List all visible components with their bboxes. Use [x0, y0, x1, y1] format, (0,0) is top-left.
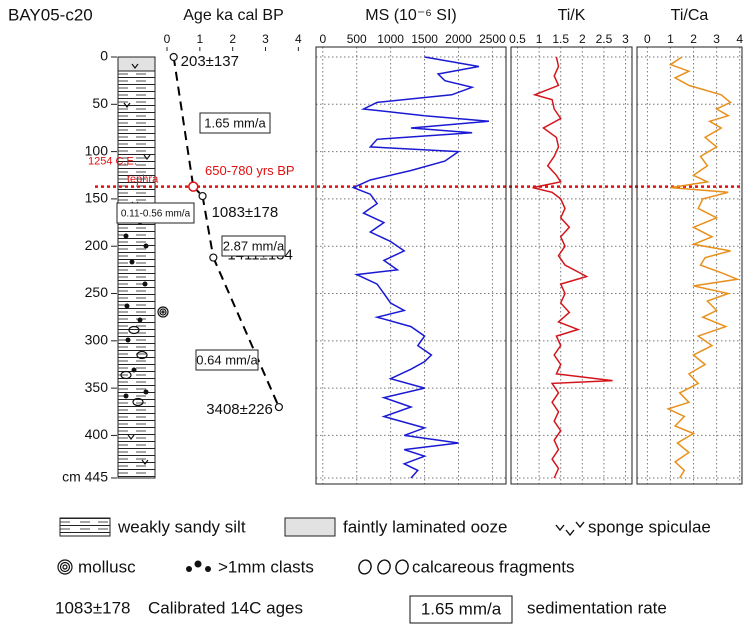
data-line	[532, 56, 613, 479]
x-tick-label: 4	[736, 32, 743, 46]
y-tick-label: 400	[85, 426, 109, 442]
x-tick-label: 1500	[411, 32, 438, 46]
x-tick-label: 2	[579, 32, 586, 46]
age-point	[198, 191, 207, 201]
x-tick-label: 2	[690, 32, 697, 46]
legend-label: Calibrated 14C ages	[148, 598, 303, 617]
legend: weakly sandy silt faintly laminated ooze…	[55, 517, 711, 624]
rate-box	[199, 112, 271, 134]
x-tick-label: 2	[229, 32, 236, 46]
data-line	[351, 56, 490, 479]
age-model-segment	[201, 195, 215, 258]
panel-title: MS (10⁻⁶ SI)	[365, 7, 457, 24]
x-tick-label: 0	[644, 32, 651, 46]
rate-label: 0.11-0.56 mm/a	[121, 209, 191, 220]
rate-label: 1.65 mm/a	[204, 115, 266, 130]
y-tick-label: 100	[85, 142, 109, 158]
tephra-kind: tephra	[127, 174, 159, 186]
rate-box	[116, 202, 195, 224]
x-tick-label: 3	[622, 32, 629, 46]
legend-example: 1083±178	[55, 598, 131, 617]
x-tick-label: 3	[262, 32, 269, 46]
x-tick-label: 1.5	[552, 32, 569, 46]
core-name: BAY05-c20	[8, 5, 93, 24]
legend-label: sedimentation rate	[527, 598, 667, 617]
y-tick-label: cm 445	[62, 469, 108, 485]
panel-title: Age ka cal BP	[183, 7, 284, 24]
x-tick-label: 500	[347, 32, 367, 46]
y-tick-label: 350	[85, 379, 109, 395]
age-point	[274, 402, 284, 412]
age-model-segment	[172, 56, 195, 187]
y-tick-label: 200	[85, 237, 109, 253]
tephra-name: 1254 C.E.	[88, 156, 137, 168]
age-point	[169, 52, 178, 62]
panel-frame	[315, 46, 507, 485]
legend-label: faintly laminated ooze	[343, 517, 507, 536]
y-tick-label: 250	[85, 284, 109, 300]
legend-label: mollusc	[78, 557, 136, 576]
panel-title: Ti/K	[558, 7, 586, 24]
lithology-column	[117, 56, 169, 479]
rate-box	[195, 349, 259, 371]
x-tick-label: 0	[319, 32, 326, 46]
panel-frame	[636, 46, 743, 485]
x-tick-label: 1	[667, 32, 674, 46]
x-tick-label: 1	[196, 32, 203, 46]
age-point	[209, 253, 218, 262]
age-label: 3408±226	[206, 401, 273, 418]
data-line	[666, 56, 741, 479]
panel-frame	[510, 46, 633, 485]
legend-label: >1mm clasts	[218, 557, 314, 576]
x-tick-label: 2500	[479, 32, 506, 46]
x-tick-label: 0.5	[509, 32, 526, 46]
x-tick-label: 3	[713, 32, 720, 46]
age-label: 203±137	[181, 53, 239, 70]
y-tick-label: 0	[100, 48, 108, 64]
legend-label: weakly sandy silt	[117, 517, 246, 536]
rate-label: 2.87 mm/a	[223, 238, 285, 253]
legend-label: calcareous fragments	[412, 557, 575, 576]
y-tick-label: 150	[85, 190, 109, 206]
x-tick-label: 2000	[445, 32, 472, 46]
panel-title: Ti/Ca	[671, 7, 709, 24]
x-tick-label: 1	[536, 32, 543, 46]
legend-label: sponge spiculae	[588, 517, 711, 536]
y-tick-label: 50	[92, 95, 108, 111]
x-tick-label: 1000	[377, 32, 404, 46]
age-model-segment	[212, 257, 280, 408]
x-tick-label: 4	[295, 32, 302, 46]
age-label: 1083±178	[212, 204, 279, 221]
legend-example: 1.65 mm/a	[421, 599, 502, 618]
x-tick-label: 0	[164, 32, 171, 46]
y-tick-label: 300	[85, 332, 109, 348]
tephra-age: 650-780 yrs BP	[205, 163, 295, 178]
rate-box	[221, 235, 286, 257]
x-tick-label: 2.5	[596, 32, 613, 46]
tephra-point	[188, 181, 199, 192]
rate-label: 0.64 mm/a	[196, 352, 258, 367]
